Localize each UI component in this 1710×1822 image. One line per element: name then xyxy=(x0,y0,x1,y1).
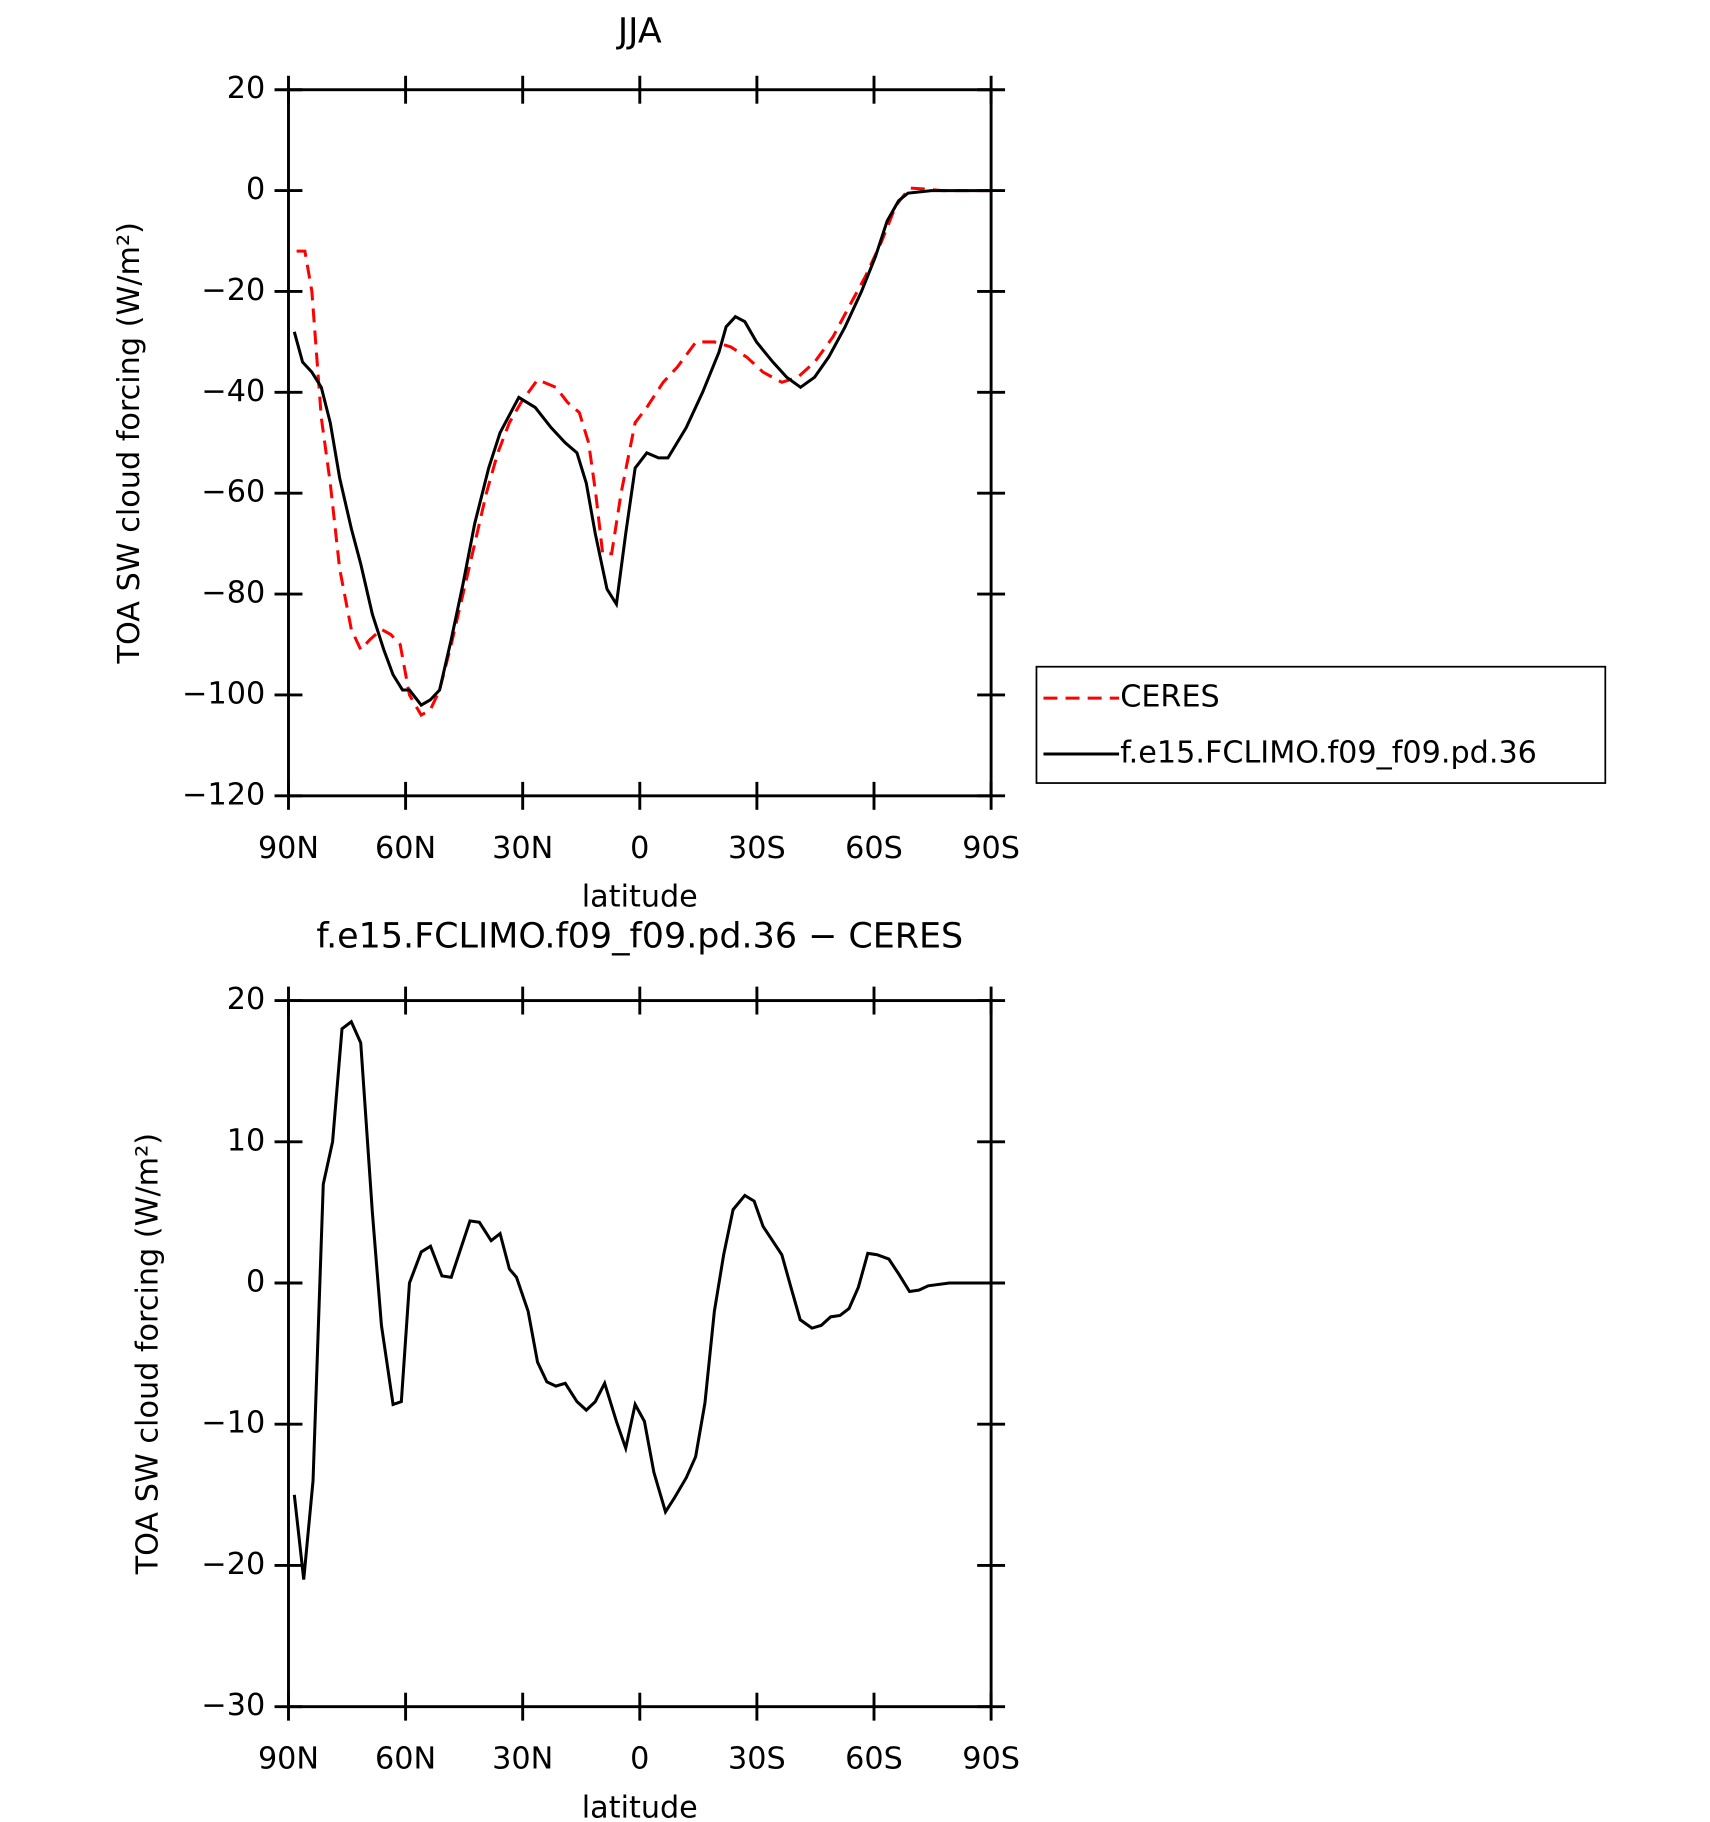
data-line xyxy=(292,189,992,708)
y-tick-label: −20 xyxy=(201,273,265,308)
y-tick-label: −20 xyxy=(201,1547,265,1582)
chart-title: f.e15.FCLIMO.f09_f09.pd.36 − CERES xyxy=(316,917,963,957)
x-tick-label: 60N xyxy=(375,831,436,866)
data-line xyxy=(296,186,992,718)
x-tick-label: 60S xyxy=(845,831,903,866)
x-tick-label: 90N xyxy=(258,831,319,866)
x-tick-label: 30S xyxy=(728,1742,786,1777)
x-axis-label: latitude xyxy=(582,1791,698,1822)
y-tick-label: −30 xyxy=(201,1688,265,1723)
y-tick-label: 20 xyxy=(227,71,265,106)
y-tick-label: 0 xyxy=(246,172,265,207)
y-tick-label: 20 xyxy=(227,982,265,1017)
x-tick-label: 30N xyxy=(492,831,553,866)
x-tick-label: 60S xyxy=(845,1742,903,1777)
chart-title: JJA xyxy=(616,12,662,52)
y-axis-label: TOA SW cloud forcing (W/m²) xyxy=(112,222,147,664)
x-tick-label: 90N xyxy=(258,1742,319,1777)
y-tick-label: −100 xyxy=(182,676,265,711)
y-tick-label: −120 xyxy=(182,777,265,812)
x-tick-label: 30N xyxy=(492,1742,553,1777)
x-tick-label: 0 xyxy=(630,1742,649,1777)
x-tick-label: 90S xyxy=(962,831,1020,866)
plot-frame xyxy=(287,999,993,1709)
legend-box xyxy=(1035,665,1607,784)
y-axis-label: TOA SW cloud forcing (W/m²) xyxy=(130,1133,165,1575)
plot-frame xyxy=(287,88,993,798)
legend-label: CERES xyxy=(1120,680,1220,715)
y-tick-label: −80 xyxy=(201,576,265,611)
y-tick-label: −40 xyxy=(201,374,265,409)
x-tick-label: 0 xyxy=(630,831,649,866)
legend-label: f.e15.FCLIMO.f09_f09.pd.36 xyxy=(1120,735,1537,770)
data-line xyxy=(292,1019,992,1580)
x-tick-label: 90S xyxy=(962,1742,1020,1777)
x-tick-label: 30S xyxy=(728,831,786,866)
y-tick-label: −10 xyxy=(201,1406,265,1441)
y-tick-label: 10 xyxy=(227,1123,265,1158)
x-axis-label: latitude xyxy=(582,880,698,915)
y-tick-label: −60 xyxy=(201,475,265,510)
y-tick-label: 0 xyxy=(246,1265,265,1300)
x-tick-label: 60N xyxy=(375,1742,436,1777)
